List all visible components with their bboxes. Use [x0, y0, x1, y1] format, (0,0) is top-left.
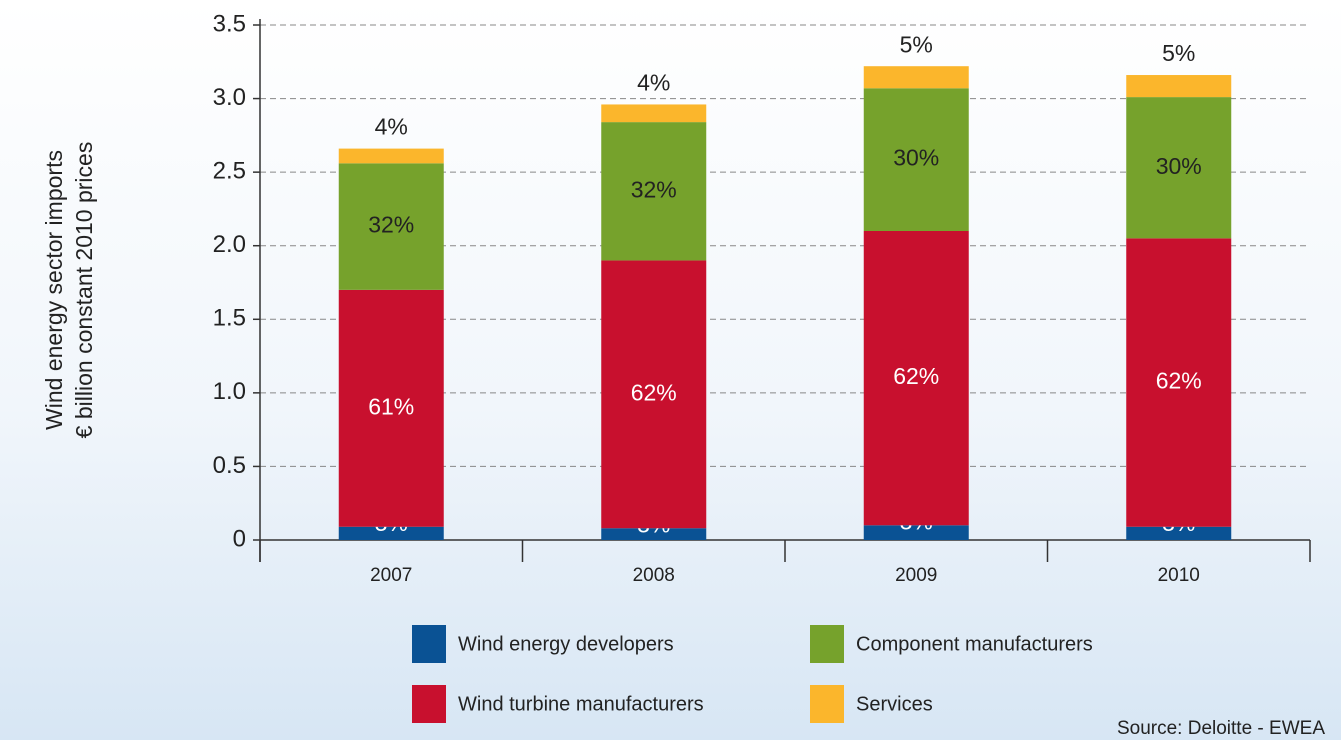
legend-label: Services — [856, 693, 933, 715]
legend-swatch — [810, 625, 844, 663]
segment-label: 61% — [368, 393, 414, 419]
bar-segment — [863, 525, 969, 540]
segment-label: 32% — [368, 212, 414, 238]
segment-label: 62% — [631, 379, 677, 405]
legend-swatch — [412, 685, 446, 723]
y-tick-label: 2.5 — [213, 157, 246, 184]
segment-label: 32% — [631, 176, 677, 202]
y-tick-label: 0 — [233, 525, 246, 552]
x-tick-label: 2010 — [1158, 565, 1200, 586]
legend-label: Wind energy developers — [458, 633, 674, 655]
bar-segment — [863, 231, 969, 526]
segment-label: 4% — [637, 70, 670, 96]
segment-label: 5% — [900, 31, 933, 57]
bar-segment — [1126, 238, 1232, 527]
segment-label: 30% — [893, 145, 939, 171]
y-tick-label: 0.5 — [213, 452, 246, 479]
bar-segment — [601, 122, 707, 261]
segment-label: 30% — [1156, 153, 1202, 179]
y-tick-label: 3.0 — [213, 84, 246, 111]
bar-segment — [863, 66, 969, 89]
x-tick-label: 2008 — [633, 565, 675, 586]
y-axis-label: Wind energy sector imports € billion con… — [41, 142, 97, 439]
segment-label: 62% — [893, 363, 939, 389]
bar-segment — [1126, 75, 1232, 98]
segment-label: 4% — [375, 114, 408, 140]
bar-segment — [338, 163, 444, 290]
bar-segment — [601, 528, 707, 540]
y-tick-label: 1.0 — [213, 378, 246, 405]
y-tick-label: 1.5 — [213, 305, 246, 332]
bar-segment — [601, 104, 707, 123]
bar-segment — [338, 148, 444, 164]
legend-label: Component manufacturers — [856, 633, 1093, 655]
bar-segment — [863, 88, 969, 232]
y-label-line: € billion constant 2010 prices — [71, 142, 97, 439]
bar-segment — [601, 260, 707, 529]
bar-segment — [1126, 97, 1232, 239]
legend-label: Wind turbine manufacturers — [458, 693, 704, 715]
bar-segment — [338, 526, 444, 540]
legend-swatch — [412, 625, 446, 663]
x-tick-label: 2007 — [370, 565, 412, 586]
legend-swatch — [810, 685, 844, 723]
bar-segment — [338, 289, 444, 527]
y-tick-label: 2.0 — [213, 231, 246, 258]
bar-segment — [1126, 526, 1232, 540]
y-tick-label: 3.5 — [213, 10, 246, 37]
source: Source: Deloitte - EWEA — [1117, 718, 1325, 739]
segment-label: 62% — [1156, 368, 1202, 394]
y-label-line: Wind energy sector imports — [41, 150, 67, 430]
segment-label: 5% — [1162, 40, 1195, 66]
x-tick-label: 2009 — [895, 565, 937, 586]
